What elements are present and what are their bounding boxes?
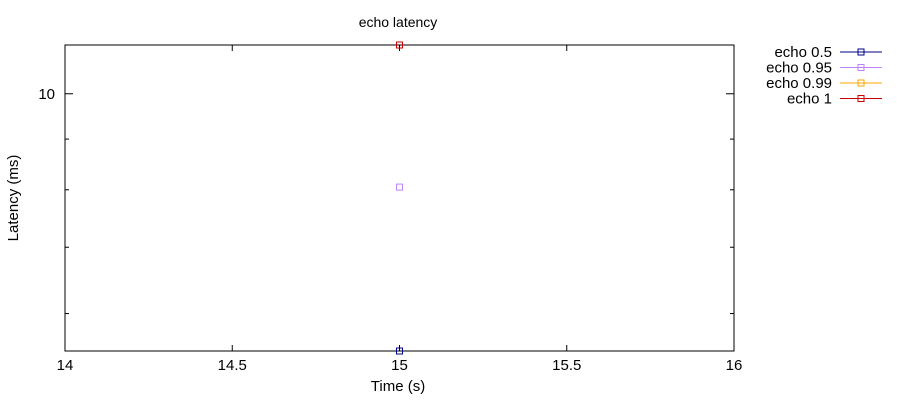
x-tick-label: 16 — [726, 357, 743, 374]
data-points — [396, 41, 403, 355]
y-tick-label: 10 — [38, 86, 55, 103]
plot-area-frame — [64, 44, 735, 352]
legend-label: echo 0.5 — [774, 44, 832, 61]
chart-title: echo latency — [359, 14, 438, 30]
x-tick-label: 14.5 — [218, 357, 247, 374]
x-axis-label: Time (s) — [371, 378, 425, 395]
x-axis: 14 14.5 15 15.5 16 — [57, 45, 743, 374]
legend-marker — [857, 64, 865, 71]
legend-label: echo 0.95 — [766, 60, 832, 77]
y-axis-label: Latency (ms) — [5, 155, 22, 242]
legend-label: echo 0.99 — [766, 75, 832, 92]
x-tick-label: 14 — [57, 357, 74, 374]
data-point — [396, 183, 403, 191]
legend-marker — [857, 48, 865, 56]
legend-label: echo 1 — [787, 91, 832, 108]
y-axis: 10 — [38, 86, 734, 315]
legend-marker — [857, 95, 865, 102]
x-tick-label: 15 — [391, 357, 408, 374]
legend-marker — [857, 79, 865, 87]
data-point — [396, 347, 403, 355]
x-tick-label: 15.5 — [552, 357, 581, 374]
data-point — [396, 41, 403, 49]
